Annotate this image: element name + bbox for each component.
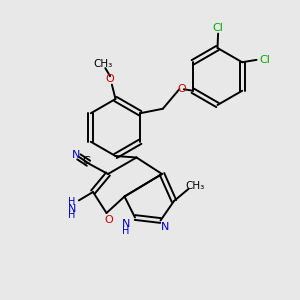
Text: H: H [68, 210, 76, 220]
Text: C: C [82, 156, 90, 167]
Text: CH₃: CH₃ [94, 59, 113, 69]
Text: Cl: Cl [213, 22, 224, 33]
Text: O: O [177, 84, 186, 94]
Text: CH₃: CH₃ [185, 181, 205, 191]
Text: N: N [72, 150, 81, 161]
Text: O: O [104, 214, 113, 225]
Text: O: O [106, 74, 115, 84]
Text: N: N [68, 204, 76, 214]
Text: H: H [122, 226, 130, 236]
Text: Cl: Cl [259, 55, 270, 65]
Text: N: N [122, 219, 130, 229]
Text: N: N [161, 222, 169, 232]
Text: H: H [68, 197, 76, 207]
